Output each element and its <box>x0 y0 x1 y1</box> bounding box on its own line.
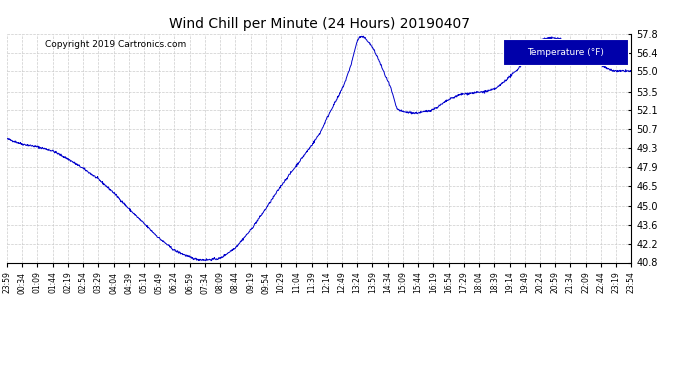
Title: Wind Chill per Minute (24 Hours) 20190407: Wind Chill per Minute (24 Hours) 2019040… <box>168 17 470 31</box>
Text: Copyright 2019 Cartronics.com: Copyright 2019 Cartronics.com <box>45 40 186 49</box>
